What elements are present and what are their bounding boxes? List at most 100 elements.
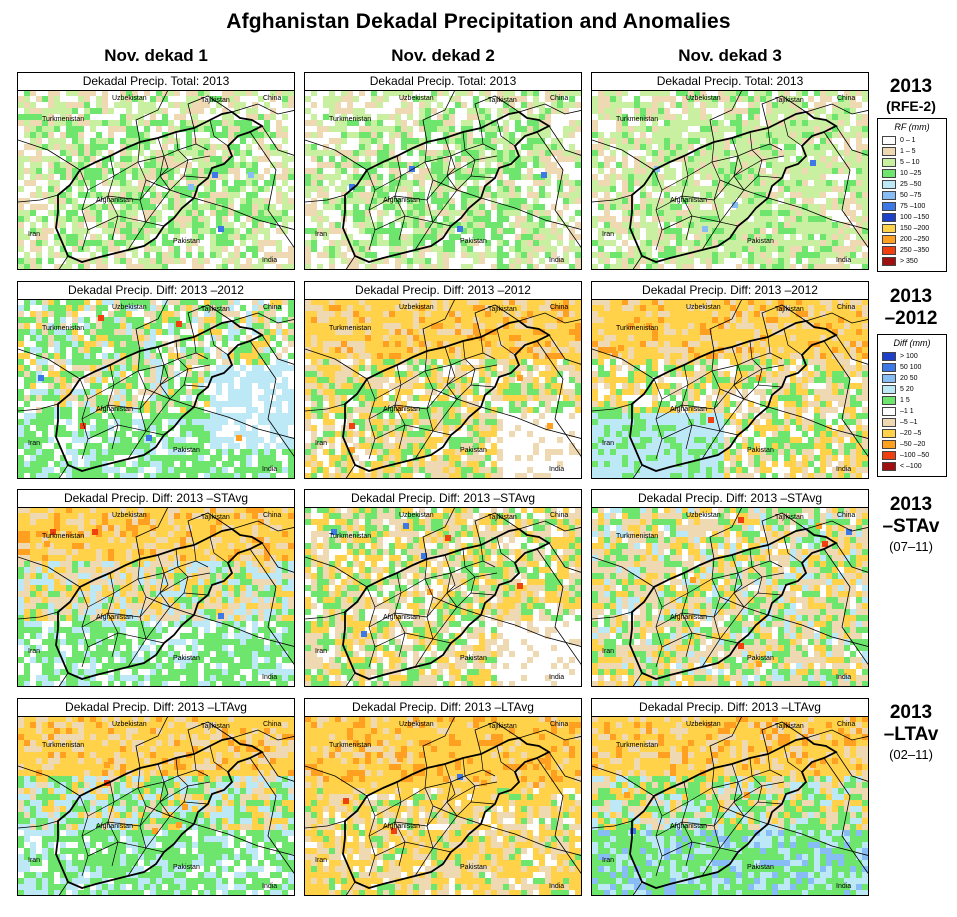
map-label-afghanistan: Afghanistan [383, 406, 420, 413]
legend-item: 50 100 [882, 362, 942, 373]
map-panel-r3-c3: Dekadal Precip. Diff: 2013 –STAvg Uzbekis… [591, 489, 869, 687]
map-label-afghanistan: Afghanistan [383, 823, 420, 830]
page-title: Afghanistan Dekadal Precipitation and An… [226, 10, 731, 33]
map-label-iran: Iran [315, 440, 328, 447]
map-label-iran: Iran [602, 440, 615, 447]
panel-title: Dekadal Precip. Total: 2013 [18, 73, 294, 91]
map-label-iran: Iran [28, 857, 41, 864]
map-label-uzbekistan: Uzbekistan [112, 512, 147, 519]
map-panel-r1-c2: Dekadal Precip. Total: 2013 Uzbekistan Taj… [304, 72, 582, 270]
panel-title: Dekadal Precip. Diff: 2013 –STAvg [18, 490, 294, 508]
map-panel-r1-c1: Dekadal Precip. Total: 2013 Uzbekistan Taj… [17, 72, 295, 270]
legend-item: 250 –350 [882, 245, 942, 256]
map-label-uzbekistan: Uzbekistan [686, 304, 721, 311]
map-label-tajikistan: Tajikistan [775, 97, 804, 104]
legend-swatch [882, 235, 896, 244]
legend-swatch [882, 462, 896, 471]
map-label-turkmenistan: Turkmenistan [42, 742, 85, 749]
map-label-turkmenistan: Turkmenistan [329, 742, 372, 749]
map-label-uzbekistan: Uzbekistan [112, 95, 147, 102]
map-label-iran: Iran [602, 857, 615, 864]
legend-label: 150 –200 [900, 225, 930, 232]
precipitation-map [592, 716, 868, 895]
map-label-pakistan: Pakistan [460, 238, 487, 245]
legend-swatch [882, 158, 896, 167]
legend-item: –20 –5 [882, 428, 942, 439]
map-label-tajikistan: Tajikistan [488, 306, 517, 313]
map-label-turkmenistan: Turkmenistan [329, 116, 372, 123]
legend-label: –20 –5 [900, 430, 922, 437]
map-label-india: India [836, 883, 852, 890]
map-panel-r3-c1: Dekadal Precip. Diff: 2013 –STAvg Uzbekis… [17, 489, 295, 687]
map-label-pakistan: Pakistan [173, 238, 200, 245]
legend-item: –1 1 [882, 406, 942, 417]
panel-title: Dekadal Precip. Diff: 2013 –STAvg [305, 490, 581, 508]
map-label-china: China [550, 512, 569, 519]
legend-label: 1 5 [900, 397, 910, 404]
map-label-tajikistan: Tajikistan [488, 723, 517, 730]
map-label-tajikistan: Tajikistan [775, 514, 804, 521]
legend-item: 0 – 1 [882, 135, 942, 146]
row-label-diff-ltavg: 2013 –LTAv (02–11) [883, 702, 939, 762]
map-label-china: China [837, 512, 856, 519]
map-label-pakistan: Pakistan [747, 447, 774, 454]
legend-label: 20 50 [900, 375, 918, 382]
map-label-tajikistan: Tajikistan [201, 514, 230, 521]
map-label-pakistan: Pakistan [460, 447, 487, 454]
legend-difference-title: Diff (mm) [893, 338, 931, 348]
legend-label: –50 –20 [900, 441, 926, 448]
panel-title: Dekadal Precip. Diff: 2013 –LTAvg [305, 699, 581, 717]
legend-item: 100 –150 [882, 212, 942, 223]
legend-swatch [882, 385, 896, 394]
legend-label: 5 20 [900, 386, 914, 393]
legend-item: –5 –1 [882, 417, 942, 428]
map-label-china: China [263, 304, 282, 311]
legend-swatch [882, 396, 896, 405]
map-label-turkmenistan: Turkmenistan [42, 533, 85, 540]
map-label-tajikistan: Tajikistan [775, 723, 804, 730]
map-label-tajikistan: Tajikistan [201, 306, 230, 313]
row-label-diff-stavg: 2013 –STAv (07–11) [882, 494, 940, 554]
map-label-china: China [550, 721, 569, 728]
map-label-turkmenistan: Turkmenistan [42, 116, 85, 123]
map-label-china: China [550, 95, 569, 102]
precipitation-map [305, 299, 581, 478]
map-panel-r4-c1: Dekadal Precip. Diff: 2013 –LTAvg Uzbekis… [17, 698, 295, 896]
map-label-china: China [263, 512, 282, 519]
map-label-india: India [262, 466, 278, 473]
legend-label: –1 1 [900, 408, 914, 415]
legend-label: 100 –150 [900, 214, 930, 221]
map-label-india: India [836, 466, 852, 473]
legend-item: > 350 [882, 256, 942, 267]
map-label-india: India [262, 883, 278, 890]
map-label-china: China [263, 95, 282, 102]
legend-swatch [882, 191, 896, 200]
map-label-turkmenistan: Turkmenistan [42, 325, 85, 332]
map-label-iran: Iran [28, 440, 41, 447]
map-label-tajikistan: Tajikistan [488, 97, 517, 104]
map-label-pakistan: Pakistan [747, 655, 774, 662]
legend-label: –5 –1 [900, 419, 918, 426]
legend-item: 50 –75 [882, 190, 942, 201]
legend-rainfall-title: RF (mm) [894, 122, 930, 132]
map-label-uzbekistan: Uzbekistan [686, 721, 721, 728]
map-label-india: India [549, 674, 565, 681]
map-label-india: India [836, 674, 852, 681]
legend-label: 50 100 [900, 364, 922, 371]
map-label-turkmenistan: Turkmenistan [616, 742, 659, 749]
map-label-iran: Iran [28, 648, 41, 655]
map-panel-r1-c3: Dekadal Precip. Total: 2013 Uzbekistan Taj… [591, 72, 869, 270]
legend-label: 0 – 1 [900, 137, 916, 144]
legend-label: > 100 [900, 353, 918, 360]
map-label-turkmenistan: Turkmenistan [616, 325, 659, 332]
map-label-iran: Iran [602, 231, 615, 238]
precipitation-map [305, 507, 581, 686]
map-label-uzbekistan: Uzbekistan [399, 95, 434, 102]
map-label-uzbekistan: Uzbekistan [112, 304, 147, 311]
legend-swatch [882, 440, 896, 449]
panel-title: Dekadal Precip. Total: 2013 [305, 73, 581, 91]
map-label-turkmenistan: Turkmenistan [616, 533, 659, 540]
map-label-tajikistan: Tajikistan [775, 306, 804, 313]
map-label-india: India [262, 257, 278, 264]
legend-item: < –100 [882, 461, 942, 472]
